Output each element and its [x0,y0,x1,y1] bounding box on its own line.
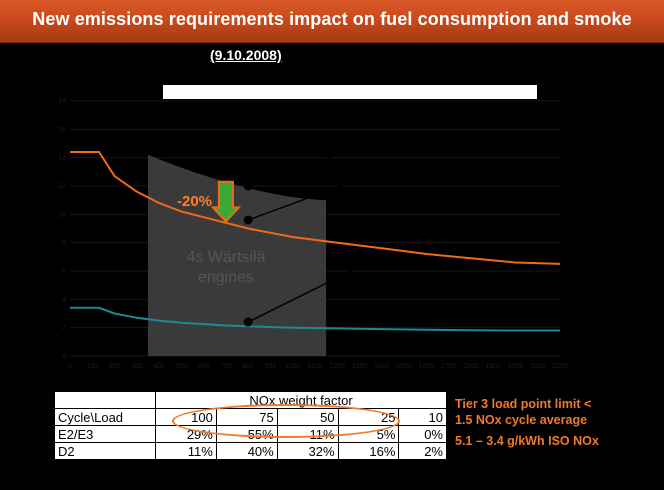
title-banner: New emissions requirements impact on fue… [0,0,664,43]
table-cell: 40% [215,442,278,460]
table-cell: 0% [398,425,447,443]
data-marker [243,181,253,191]
data-marker [243,215,253,225]
reduction-label: -20% [177,193,212,210]
x-tick-labels: 0 100 200 300 400 500 600 700 800 900 1000 1100 1200… [68,363,568,370]
tier3-note-line2: 1.5 NOx cycle average [455,413,588,427]
y-tick-label: 10 [58,211,66,218]
table-row: D2 11% 40% 32% 16% 2% [54,442,447,460]
nox-range-note: 5.1 – 3.4 g/kWh ISO NOx [455,434,599,448]
x-tick-label: 1500 [396,363,412,370]
reduction-arrow-shape [210,180,242,223]
x-tick-label: 0 [68,363,72,370]
teal-limit-curve [70,306,560,332]
y-tick-label: 16 [58,126,66,133]
x-tick-label: 700 [220,363,232,370]
x-tick-label: 200 [109,363,121,370]
leader-line [247,139,378,187]
x-tick-label: 1000 [285,363,301,370]
x-tick-label: 2000 [508,363,524,370]
white-label-bar [163,85,537,99]
x-tick-label: 1600 [419,363,435,370]
x-tick-label: 100 [86,363,98,370]
leader-line [247,266,360,323]
x-tick-label: 600 [198,363,210,370]
y-tick-label: 8 [62,240,66,247]
x-tick-label: 1900 [485,363,501,370]
x-tick-label: 1700 [441,363,457,370]
x-tick-label: 400 [153,363,165,370]
table-cell: Cycle\Load [54,408,156,426]
x-tick-label: 1300 [352,363,368,370]
table-cell: 2% [398,442,447,460]
table-cell: D2 [54,442,156,460]
y-tick-label: 6 [62,268,66,275]
data-marker [243,317,253,327]
data-markers [243,181,253,327]
reduction-arrow [210,180,242,223]
slide-date: (9.10.2008) [210,47,282,63]
highlight-oval [172,404,400,438]
y-tick-label: 12 [58,183,66,190]
orange-limit-curve [70,151,561,265]
table-corner [54,391,156,409]
engine-label-line1: 4s Wärtsilä [186,249,265,266]
table-cell: 11% [155,442,217,460]
x-tick-label: 1100 [307,363,322,370]
x-tick-label: 1400 [374,363,390,370]
x-tick-label: 2100 [530,363,546,370]
table-cell: 16% [337,442,400,460]
table-cell: 10 [398,408,447,426]
leader-lines [247,139,378,323]
x-tick-label: 1800 [463,363,479,370]
table-cell: 32% [276,442,339,460]
y-tick-label: 14 [58,155,66,162]
x-tick-label: 900 [265,363,277,370]
x-tick-label: 2200 [552,363,568,370]
y-tick-label: 4 [62,296,66,303]
y-tick-label: 0 [62,353,66,360]
table-cell: E2/E3 [54,425,156,443]
y-tick-labels: 0 2 4 6 8 10 12 14 16 18 [58,98,66,360]
x-tick-label: 800 [242,363,254,370]
tier3-note-line1: Tier 3 load point limit < [455,397,592,411]
slide-title: New emissions requirements impact on fue… [32,9,632,29]
y-tick-label: 2 [62,325,66,332]
leader-line [247,182,349,221]
x-tick-label: 500 [176,363,188,370]
y-tick-label: 18 [58,98,66,105]
engine-label-line2: engines [198,269,254,286]
x-tick-label: 300 [131,363,143,370]
x-tick-label: 1200 [329,363,345,370]
